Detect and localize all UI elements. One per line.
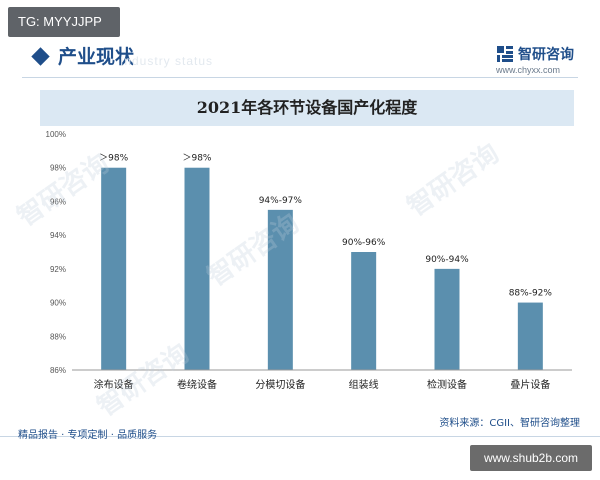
x-tick-label: 卷绕设备 xyxy=(177,378,217,391)
y-tick-label: 86% xyxy=(50,366,66,375)
y-tick-label: 92% xyxy=(50,265,66,274)
y-tick-label: 94% xyxy=(50,231,66,240)
bar xyxy=(434,268,460,370)
section-title: 产业现状 xyxy=(58,46,135,68)
source-note: 资料来源：CGII、智研咨询整理 xyxy=(439,418,580,429)
bar xyxy=(517,302,543,370)
x-tick-label: 检测设备 xyxy=(427,378,467,391)
bar xyxy=(101,167,127,370)
x-tick-label: 叠片设备 xyxy=(510,378,550,391)
y-tick-label: 90% xyxy=(50,299,66,308)
section-watermark: Industry status xyxy=(120,54,214,68)
x-axis-labels: 涂布设备 卷绕设备 分模切设备 组装线 检测设备 叠片设备 xyxy=(94,378,551,391)
y-tick-label: 100% xyxy=(46,130,66,139)
brand-url: www.chyxx.com xyxy=(496,65,561,75)
brand: 智研咨询 www.chyxx.com xyxy=(496,44,574,75)
footer-slogan: 精品报告 · 专项定制 · 品质服务 xyxy=(18,430,158,441)
data-label: ＞98% xyxy=(182,154,211,164)
y-tick-label: 98% xyxy=(50,164,66,173)
bars xyxy=(101,167,543,370)
brand-name: 智研咨询 xyxy=(518,47,574,63)
y-axis: 100% 98% 96% 94% 92% 90% 88% 86% xyxy=(46,130,66,375)
data-label: ＞98% xyxy=(99,154,128,164)
bar xyxy=(184,167,210,370)
y-tick-label: 96% xyxy=(50,197,66,206)
bar xyxy=(267,209,293,370)
brand-logo-icon xyxy=(496,45,514,63)
footer-divider xyxy=(0,436,600,437)
x-tick-label: 涂布设备 xyxy=(94,378,134,391)
data-label: 90%-94% xyxy=(425,255,469,265)
x-tick-label: 组装线 xyxy=(349,378,379,391)
data-label: 88%-92% xyxy=(509,289,553,299)
header-divider xyxy=(22,77,578,78)
site-badge: www.shub2b.com xyxy=(470,445,592,471)
x-tick-label: 分模切设备 xyxy=(255,378,305,391)
data-label: 94%-97% xyxy=(259,196,303,206)
data-labels: ＞98% ＞98% 94%-97% 90%-96% 90%-94% 88%-92% xyxy=(99,154,552,299)
data-label: 90%-96% xyxy=(342,238,386,248)
bar xyxy=(351,252,377,370)
tag-badge: TG: MYYJJPP xyxy=(8,7,120,37)
y-tick-label: 88% xyxy=(50,332,66,341)
chart-title: 2021年各环节设备国产化程度 xyxy=(40,90,574,126)
